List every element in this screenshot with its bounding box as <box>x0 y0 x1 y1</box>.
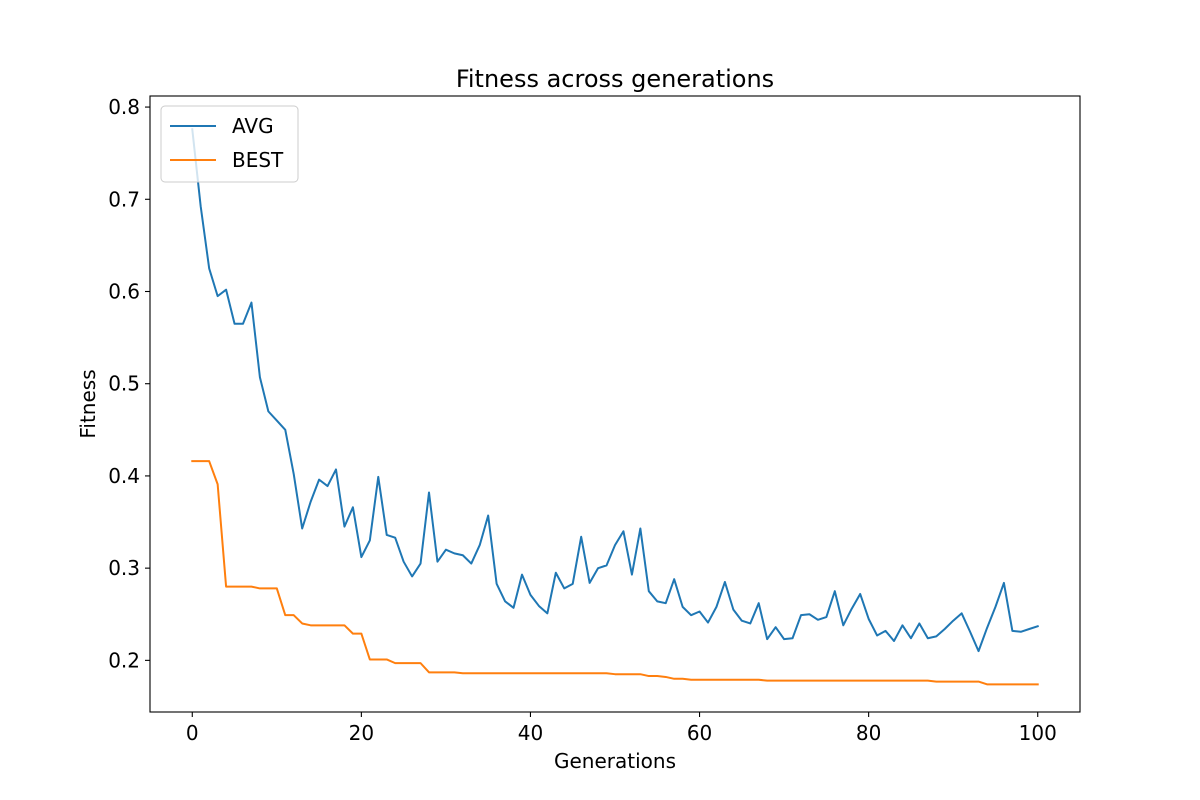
x-tick-label: 60 <box>687 721 712 745</box>
chart-title: Fitness across generations <box>456 65 774 93</box>
series-line-best <box>191 460 1039 686</box>
legend-label-avg: AVG <box>232 114 274 138</box>
y-tick-label: 0.8 <box>108 95 140 119</box>
y-tick-label: 0.7 <box>108 187 140 211</box>
legend: AVG BEST <box>160 105 299 183</box>
y-tick-label: 0.5 <box>108 372 140 396</box>
x-axis-label: Generations <box>554 749 676 773</box>
y-tick-label: 0.4 <box>108 464 140 488</box>
series-layer <box>191 128 1039 686</box>
x-axis: 0 20 40 60 80 100 <box>186 712 1057 745</box>
x-tick-label: 0 <box>186 721 199 745</box>
plot-frame <box>149 95 1081 713</box>
y-tick-label: 0.3 <box>108 556 140 580</box>
x-tick-label: 40 <box>518 721 543 745</box>
x-tick-label: 20 <box>349 721 374 745</box>
y-axis-label: Fitness <box>76 369 100 438</box>
legend-label-best: BEST <box>232 148 284 172</box>
y-tick-label: 0.2 <box>108 648 140 672</box>
y-tick-label: 0.6 <box>108 279 140 303</box>
series-line-avg <box>191 128 1039 653</box>
x-tick-label: 80 <box>856 721 881 745</box>
x-tick-label: 100 <box>1019 721 1057 745</box>
y-axis: 0.2 0.3 0.4 0.5 0.6 0.7 0.8 <box>108 95 150 672</box>
